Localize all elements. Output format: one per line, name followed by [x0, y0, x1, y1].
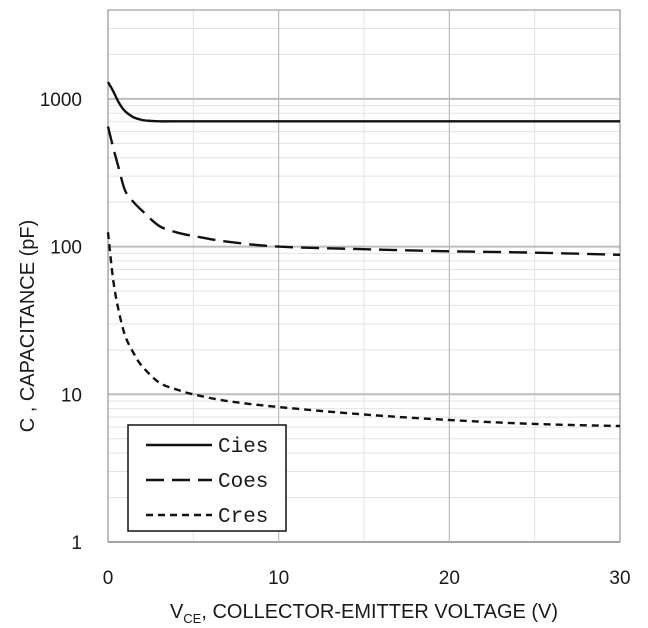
x-tick-labels: 0 10 20 30: [103, 568, 631, 589]
x-tick-label: 30: [609, 568, 630, 589]
legend-label-cres: Cres: [218, 506, 268, 529]
y-tick-label: 100: [50, 238, 82, 259]
legend: Cies Coes Cres: [127, 424, 287, 532]
minor-grid: [108, 9, 620, 542]
y-tick-label: 1: [71, 533, 82, 554]
y-axis-label: C , CAPACITANCE (pF): [17, 220, 39, 433]
series-lines: [106, 81, 621, 428]
x-axis-label-rest: , COLLECTOR-EMITTER VOLTAGE (V): [201, 601, 558, 623]
y-tick-label: 10: [61, 385, 82, 406]
x-axis-label-subscript: CE: [183, 611, 201, 626]
series-line-coes: [106, 126, 621, 257]
series-line-cies: [106, 81, 620, 123]
x-tick-label: 20: [439, 568, 460, 589]
y-tick-labels: 1 10 100 1000: [40, 90, 82, 554]
plot-frame: [107, 9, 621, 543]
x-axis-label: VCE, COLLECTOR-EMITTER VOLTAGE (V): [170, 601, 558, 626]
y-tick-label: 1000: [40, 90, 82, 111]
legend-box: [127, 424, 287, 532]
legend-label-coes: Coes: [218, 471, 268, 494]
x-tick-label: 0: [103, 568, 114, 589]
x-tick-label: 10: [268, 568, 289, 589]
legend-label-cies: Cies: [218, 436, 268, 459]
series-line-cres: [106, 232, 621, 428]
x-axis-label-main: V: [170, 601, 184, 623]
